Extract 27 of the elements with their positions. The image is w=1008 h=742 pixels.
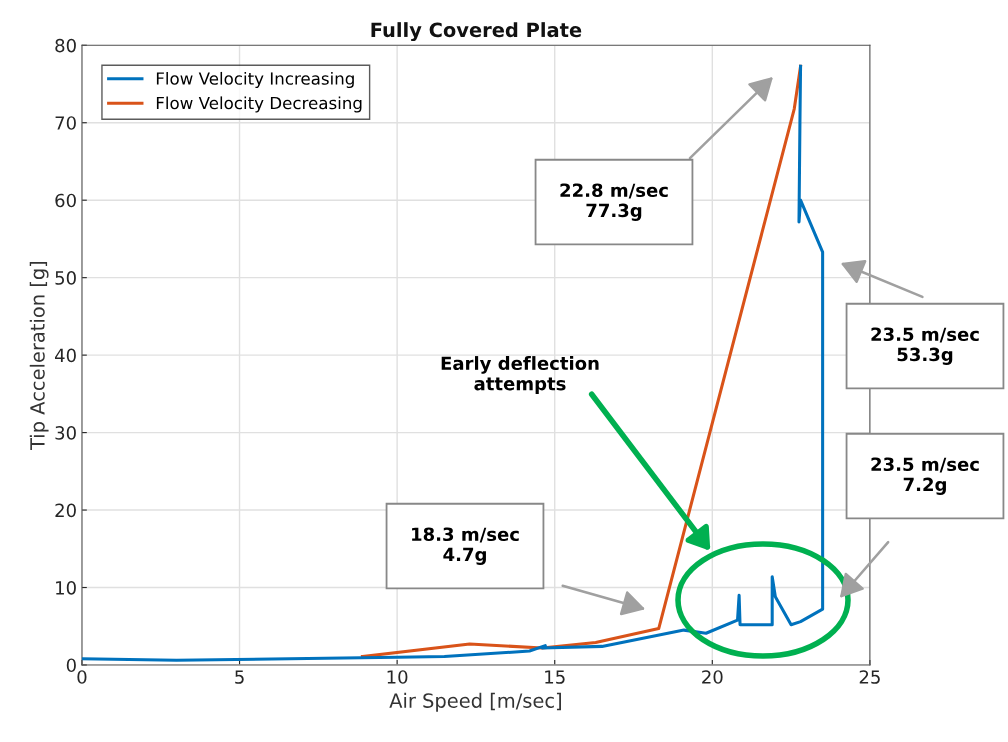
- legend-label: Flow Velocity Increasing: [156, 71, 354, 89]
- text: 23.5 m/sec 53.3g: [871, 327, 979, 365]
- annotation: Early deflection attempts: [441, 356, 599, 394]
- y-tick-label: 40: [55, 348, 76, 363]
- y-tick-label: 60: [55, 193, 76, 208]
- y-tick-label: 70: [55, 116, 76, 130]
- x-tick-label: 25: [859, 670, 880, 684]
- x-tick-label: 0: [77, 670, 87, 684]
- line-series: [81, 64, 825, 662]
- x-tick-label: 10: [387, 670, 408, 684]
- y-axis-title: Tip Acceleration [g]: [29, 261, 49, 451]
- y-tick-label: 30: [55, 426, 76, 440]
- legend-label: Flow Velocity Decreasing: [156, 96, 362, 113]
- y-tick-label: 10: [56, 580, 76, 595]
- text: 23.5 m/sec 7.2g: [871, 457, 979, 495]
- annotation: 22.8 m/sec 77.3g: [560, 183, 668, 221]
- line-series: [360, 64, 803, 658]
- y-tick-label: 0: [66, 658, 76, 673]
- chart-title: Fully Covered Plate: [371, 22, 582, 42]
- annotation: 18.3 m/sec 4.7g: [412, 527, 519, 565]
- x-tick-label: 15: [545, 670, 565, 684]
- x-tick-label: 5: [235, 670, 244, 684]
- y-tick-label: 20: [55, 503, 76, 518]
- x-axis-title: Air Speed [m/sec]: [389, 692, 561, 712]
- x-tick-label: 20: [702, 670, 723, 684]
- y-tick-label: 50: [55, 271, 76, 285]
- y-tick-label: 80: [55, 38, 76, 53]
